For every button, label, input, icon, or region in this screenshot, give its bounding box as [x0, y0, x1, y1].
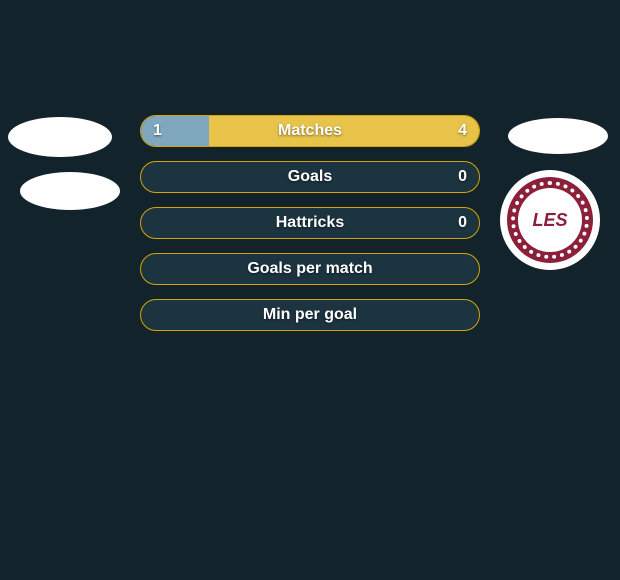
club-right-badge-ring: LES	[507, 177, 593, 263]
stat-row: 1 Matches 4	[140, 115, 480, 147]
player-right-avatar	[508, 118, 608, 154]
stat-value-left: 1	[153, 122, 162, 140]
stat-value-right: 0	[458, 168, 467, 186]
stat-right-fill	[209, 116, 479, 146]
club-left-badge	[20, 172, 120, 210]
stat-left-fill	[141, 116, 209, 146]
stat-value-right: 4	[458, 122, 467, 140]
stat-label: Goals	[288, 168, 332, 186]
player-left-avatar	[8, 117, 112, 157]
stat-label: Hattricks	[276, 214, 344, 232]
club-right-badge: LES	[500, 170, 600, 270]
stat-row: Min per goal	[140, 299, 480, 331]
stat-value-right: 0	[458, 214, 467, 232]
stat-row: Goals per match	[140, 253, 480, 285]
stat-label: Matches	[278, 122, 342, 140]
stat-label: Goals per match	[247, 260, 372, 278]
stat-row: Goals 0	[140, 161, 480, 193]
club-right-badge-text: LES	[518, 188, 582, 252]
stat-row: Hattricks 0	[140, 207, 480, 239]
background	[0, 0, 620, 580]
stat-label: Min per goal	[263, 306, 357, 324]
